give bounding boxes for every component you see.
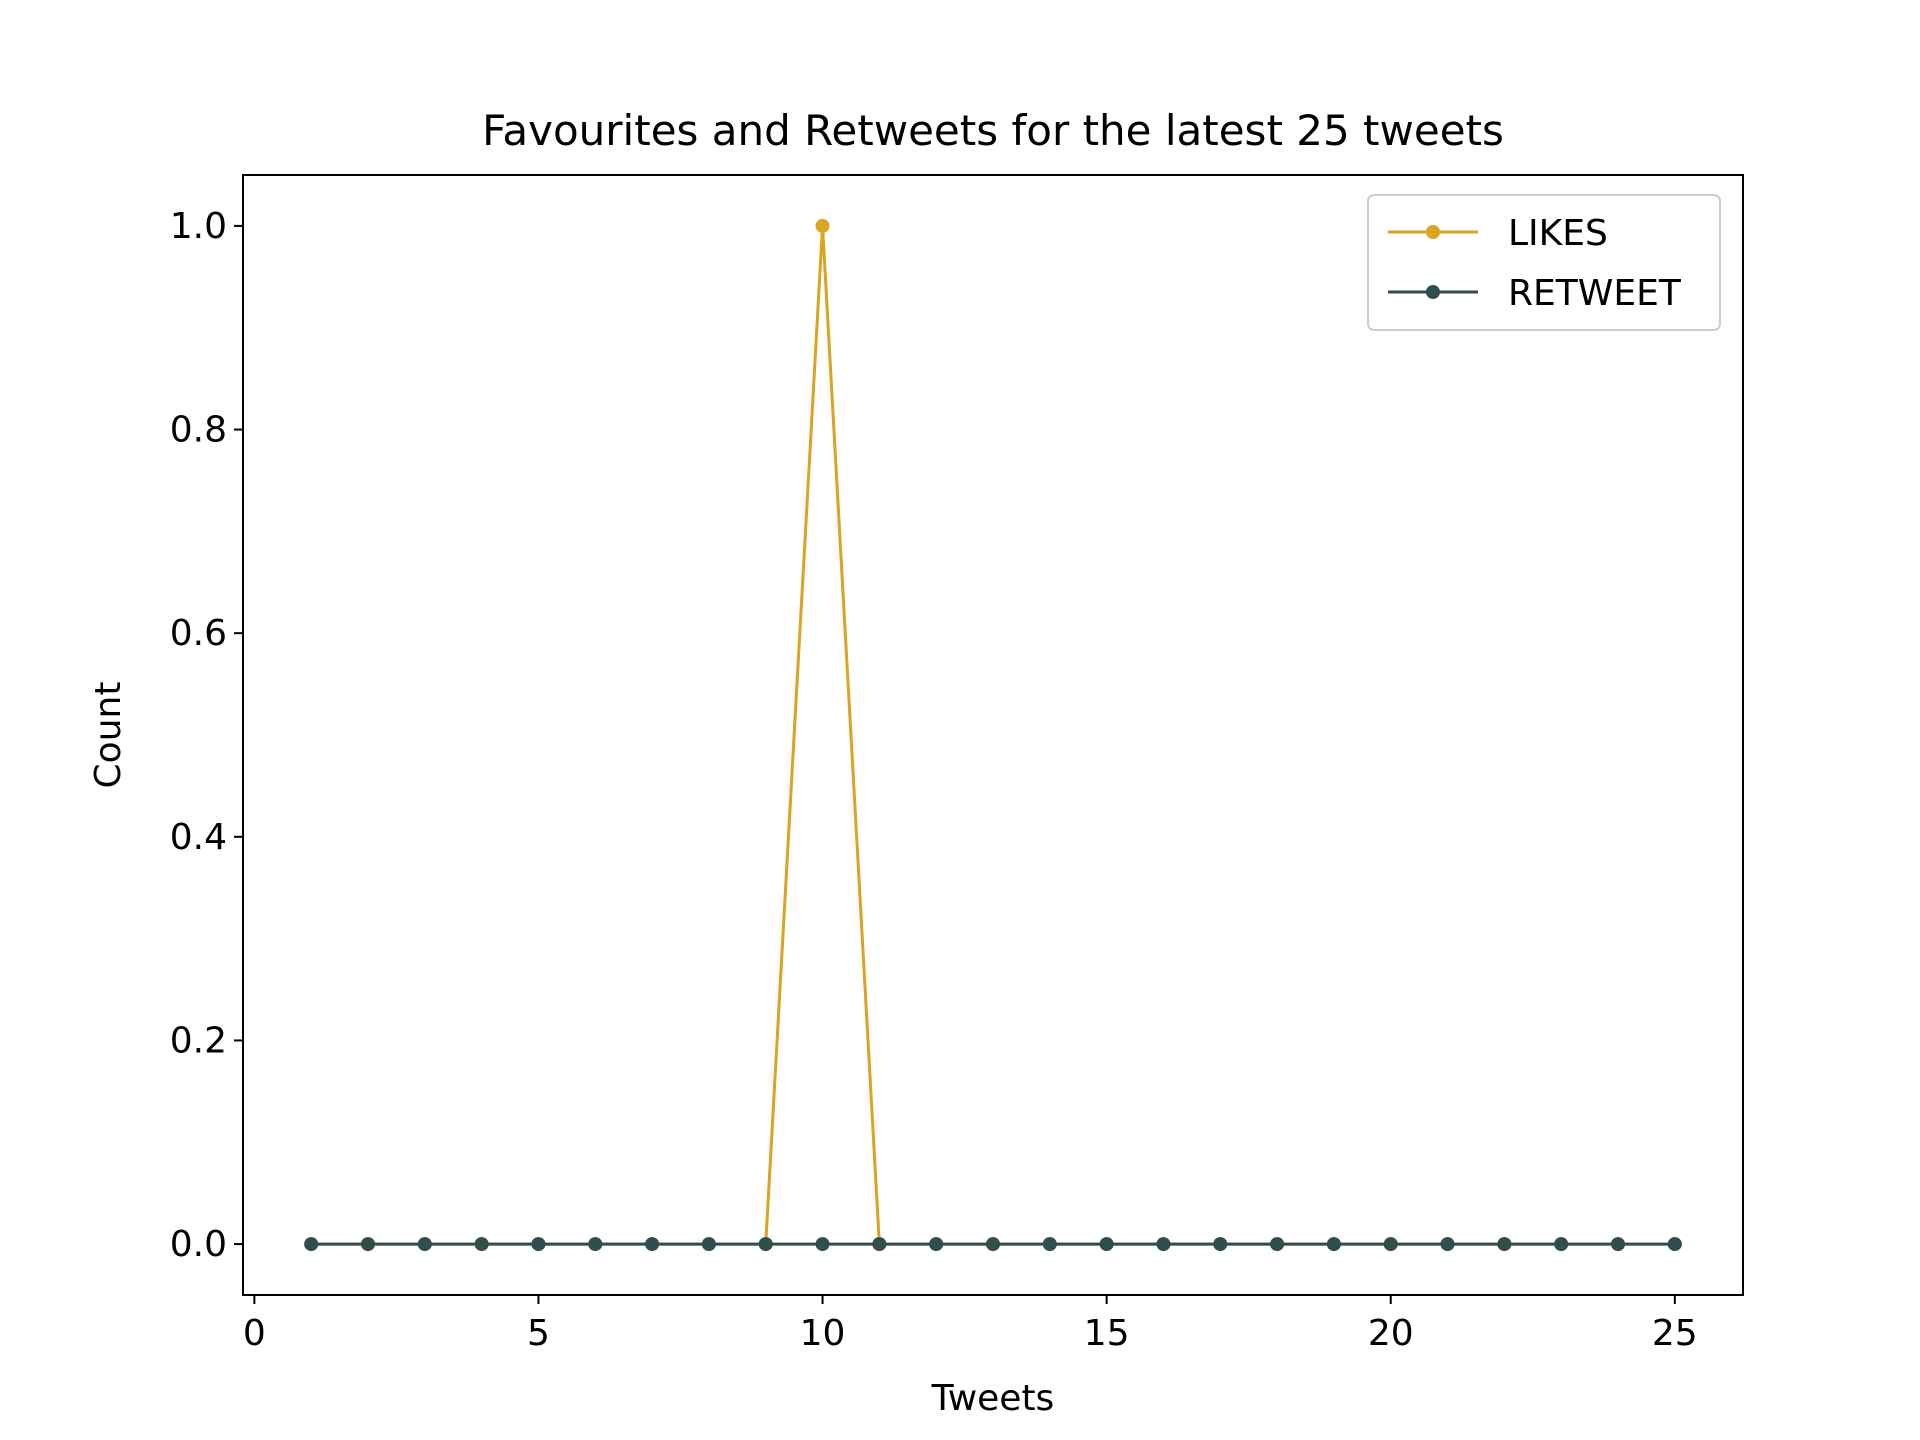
x-tick-label: 10 bbox=[800, 1313, 846, 1354]
data-point bbox=[986, 1237, 1000, 1252]
legend-item-likes: LIKES bbox=[1388, 213, 1608, 254]
legend: LIKES RETWEET bbox=[1367, 194, 1721, 331]
x-tick-label: 25 bbox=[1652, 1313, 1698, 1354]
data-point bbox=[1099, 1237, 1114, 1252]
data-point bbox=[1611, 1237, 1625, 1252]
data-point bbox=[1497, 1237, 1512, 1252]
data-point bbox=[361, 1237, 375, 1252]
y-axis-label: Count bbox=[88, 682, 129, 789]
series-layer bbox=[304, 218, 1682, 1252]
x-tick-label: 15 bbox=[1084, 1313, 1130, 1354]
data-point bbox=[1440, 1237, 1455, 1252]
data-point bbox=[588, 1237, 603, 1252]
y-tick-label: 0.8 bbox=[170, 410, 227, 451]
data-point bbox=[872, 1237, 887, 1252]
chart-title: Favourites and Retweets for the latest 2… bbox=[482, 106, 1504, 155]
data-point bbox=[1326, 1237, 1341, 1252]
series-retweet bbox=[304, 1237, 1682, 1252]
data-point bbox=[758, 1237, 773, 1252]
data-point bbox=[1383, 1237, 1398, 1252]
x-tick-label: 20 bbox=[1368, 1313, 1414, 1354]
data-point bbox=[531, 1237, 546, 1252]
data-point bbox=[1667, 1237, 1682, 1252]
legend-label: LIKES bbox=[1508, 213, 1608, 254]
data-point bbox=[701, 1237, 716, 1252]
x-tick-label: 5 bbox=[527, 1313, 550, 1354]
data-point bbox=[929, 1237, 944, 1252]
y-tick-label: 0.2 bbox=[170, 1020, 227, 1061]
data-point bbox=[417, 1237, 432, 1252]
data-point bbox=[1156, 1237, 1171, 1252]
y-tick-label: 1.0 bbox=[170, 206, 227, 247]
data-point bbox=[1554, 1237, 1569, 1252]
legend-box bbox=[1367, 194, 1721, 331]
legend-item-retweet: RETWEET bbox=[1388, 273, 1682, 314]
legend-marker bbox=[1426, 225, 1440, 239]
data-point bbox=[474, 1237, 489, 1252]
y-tick-label: 0.4 bbox=[170, 817, 227, 858]
data-point bbox=[815, 1237, 830, 1252]
x-axis-label: Tweets bbox=[931, 1378, 1055, 1419]
legend-marker bbox=[1426, 285, 1440, 299]
data-point bbox=[1042, 1237, 1057, 1252]
x-tick-label: 0 bbox=[243, 1313, 266, 1354]
y-axis-ticks: 0.0 0.2 0.4 0.6 0.8 1.0 bbox=[170, 206, 243, 1265]
y-tick-label: 0.0 bbox=[170, 1224, 227, 1265]
legend-label: RETWEET bbox=[1508, 273, 1682, 314]
data-point bbox=[304, 1237, 319, 1252]
y-tick-label: 0.6 bbox=[170, 613, 227, 654]
x-axis-ticks: 0 5 10 15 20 25 bbox=[243, 1295, 1698, 1354]
plot-frame bbox=[242, 174, 1744, 1296]
data-point bbox=[645, 1237, 660, 1252]
data-point bbox=[1270, 1237, 1285, 1252]
data-point bbox=[1213, 1237, 1228, 1252]
data-point bbox=[815, 218, 830, 233]
